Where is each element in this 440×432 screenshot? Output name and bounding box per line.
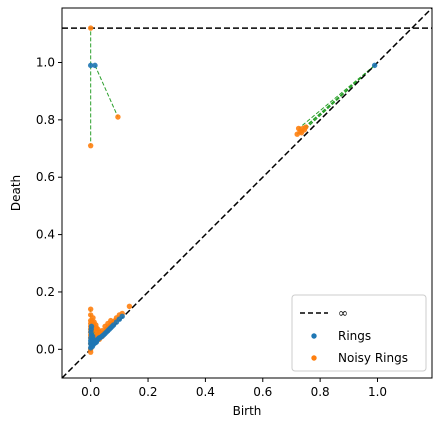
rings-point	[87, 338, 94, 344]
matching-line	[298, 64, 375, 129]
y-tick-label: 0.6	[36, 170, 55, 184]
legend-box	[291, 294, 427, 372]
y-tick-label: 0.2	[36, 285, 55, 299]
x-axis-label: Birth	[233, 404, 262, 418]
noisy-rings-point	[126, 303, 133, 309]
x-tick-label: 0.6	[253, 385, 272, 399]
noisy-rings-point	[93, 322, 99, 328]
rings-point	[88, 323, 95, 330]
reference-lines	[62, 8, 432, 378]
x-ticks: 0.0 0.2 0.4 0.6 0.8 1.0	[81, 378, 387, 399]
rings-point	[371, 62, 378, 69]
matching-line	[305, 64, 375, 128]
noisy-rings-point	[87, 306, 94, 312]
noisy-rings-point	[303, 124, 309, 130]
y-ticks: 0.0 0.2 0.4 0.6 0.8 1.0	[36, 55, 62, 356]
noisy-rings-point	[87, 142, 94, 149]
legend-rings-label: Rings	[338, 329, 371, 343]
plot-frame	[61, 7, 433, 379]
y-tick-label: 0.8	[36, 113, 55, 127]
scatter-points	[87, 25, 378, 355]
rings-point	[119, 313, 125, 320]
x-tick-label: 0.8	[311, 385, 330, 399]
rings-point	[92, 62, 98, 69]
y-tick-label: 1.0	[36, 55, 55, 69]
legend-noisy-swatch	[311, 355, 317, 361]
noisy-rings-point	[87, 349, 94, 355]
matching-line	[94, 65, 119, 118]
x-tick-label: 0.0	[81, 385, 100, 399]
rings-point	[87, 62, 94, 69]
noisy-rings-point	[87, 25, 94, 31]
legend-infinity-label: ∞	[338, 306, 348, 320]
x-tick-label: 0.2	[138, 385, 157, 399]
x-tick-label: 0.4	[196, 385, 215, 399]
legend: ∞ Rings Noisy Rings	[291, 294, 427, 372]
legend-noisy-label: Noisy Rings	[338, 351, 408, 365]
x-tick-label: 1.0	[368, 385, 387, 399]
legend-rings-swatch	[311, 333, 317, 339]
diagonal-line	[62, 8, 432, 378]
y-tick-label: 0.0	[36, 342, 55, 356]
noisy-rings-point	[90, 315, 96, 321]
noisy-rings-point	[115, 114, 121, 120]
y-tick-label: 0.4	[36, 228, 55, 242]
y-axis-label: Death	[9, 175, 23, 211]
